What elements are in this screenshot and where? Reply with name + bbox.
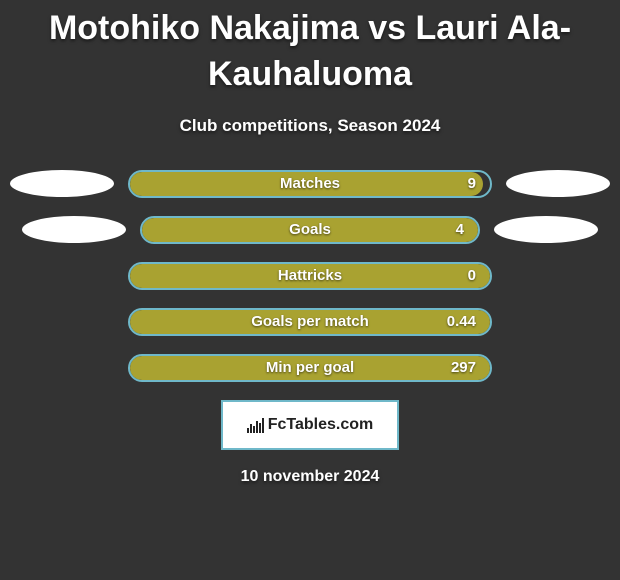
subtitle: Club competitions, Season 2024	[0, 116, 620, 136]
right-oval	[506, 170, 610, 197]
stat-label: Hattricks	[130, 264, 490, 288]
stat-label: Goals	[142, 218, 478, 242]
brand-text: FcTables.com	[268, 416, 374, 434]
stat-pill: Hattricks0	[128, 262, 492, 290]
stat-value: 9	[468, 172, 476, 196]
stat-row: Matches9	[10, 170, 610, 198]
page-title: Motohiko Nakajima vs Lauri Ala-Kauhaluom…	[0, 0, 620, 98]
stat-value: 0	[468, 264, 476, 288]
stat-label: Matches	[130, 172, 490, 196]
stat-label: Goals per match	[130, 310, 490, 334]
stat-pill: Goals4	[140, 216, 480, 244]
stat-row: Goals4	[10, 216, 610, 244]
stat-value: 4	[456, 218, 464, 242]
stat-value: 0.44	[447, 310, 476, 334]
stat-pill: Matches9	[128, 170, 492, 198]
left-oval	[10, 170, 114, 197]
stat-value: 297	[451, 356, 476, 380]
right-oval	[494, 216, 598, 243]
stats-area: Matches9Goals4Hattricks0Goals per match0…	[0, 170, 620, 382]
stat-row: Min per goal297	[10, 354, 610, 382]
date-line: 10 november 2024	[0, 468, 620, 486]
stat-pill: Min per goal297	[128, 354, 492, 382]
stat-row: Goals per match0.44	[10, 308, 610, 336]
stat-pill: Goals per match0.44	[128, 308, 492, 336]
stat-row: Hattricks0	[10, 262, 610, 290]
left-oval	[22, 216, 126, 243]
bar-chart-icon	[247, 417, 264, 433]
brand-box: FcTables.com	[221, 400, 399, 450]
stat-label: Min per goal	[130, 356, 490, 380]
